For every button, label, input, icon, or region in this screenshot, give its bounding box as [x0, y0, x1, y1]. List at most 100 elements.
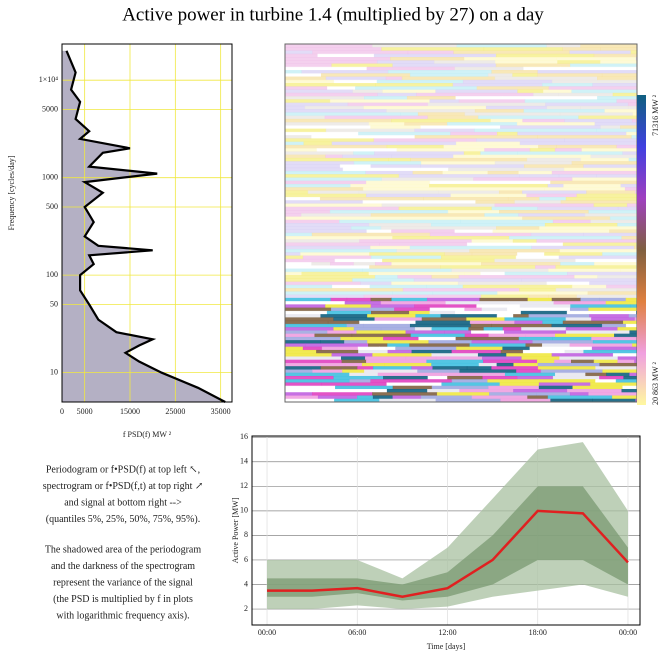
spectrogram-cell	[444, 330, 472, 335]
spectrogram-cell	[479, 297, 529, 302]
spectrogram-cell	[409, 310, 431, 315]
spectrogram-cell	[634, 359, 638, 364]
frame	[61, 43, 233, 403]
spectrogram-cell	[483, 47, 563, 52]
spectrogram-cell	[602, 369, 638, 374]
spectrogram-cell	[464, 307, 483, 312]
spectrogram-cell	[285, 258, 336, 263]
spectrogram-cell	[495, 60, 558, 65]
spectrogram-cell	[547, 183, 564, 188]
spectrogram-cell	[285, 105, 306, 110]
spectrogram-cell	[631, 135, 638, 139]
spectrogram-cell	[300, 252, 370, 257]
spectrogram-cell	[478, 115, 579, 120]
spectrogram-cell	[312, 369, 343, 374]
spectrogram-cell	[363, 294, 482, 299]
spectrogram-cell	[285, 148, 318, 152]
spectrogram-cell	[381, 177, 474, 182]
spectrogram-cell	[616, 144, 638, 149]
spectrogram-cell	[445, 301, 510, 305]
spectrogram-cell	[576, 294, 638, 299]
spectrogram-cell	[431, 353, 479, 357]
spectrogram-cell	[285, 50, 313, 55]
spectrogram-cell	[523, 109, 605, 113]
spectrogram-cell	[331, 284, 371, 289]
spectrogram-cell	[536, 392, 571, 396]
spectrogram-cell	[591, 317, 636, 322]
spectrogram-cell	[500, 398, 551, 403]
spectrogram-cell	[392, 395, 422, 400]
spectrogram-cell	[527, 297, 553, 302]
spectrogram-cell	[319, 196, 424, 201]
spectrogram-cell	[470, 323, 492, 328]
spectrogram-cell	[312, 50, 409, 55]
spectrogram-cell	[558, 255, 638, 260]
spectrogram-cell	[352, 278, 415, 283]
spectrogram-cell	[285, 317, 334, 322]
spectrogram-cell	[285, 288, 404, 292]
spectrogram-cell	[415, 320, 471, 325]
spectrogram-cell	[523, 164, 584, 169]
spectrogram-cell	[464, 57, 557, 61]
spectrogram-cell	[475, 200, 515, 204]
spectrogram-cell	[285, 73, 322, 78]
spectrogram-cell	[381, 47, 485, 52]
spectrogram-cell	[374, 317, 423, 322]
spectrogram-cell	[564, 138, 638, 143]
spectrogram-cell	[576, 193, 638, 198]
spectrogram-cell	[301, 70, 389, 74]
spectrogram-cell	[565, 330, 630, 335]
spectrogram-cell	[514, 200, 562, 204]
spectrogram-cell	[285, 255, 304, 260]
spectrogram-cell	[556, 144, 618, 149]
spectrogram-cell	[588, 392, 638, 396]
spectrogram-cell	[429, 180, 551, 185]
spectrogram-cell	[398, 174, 520, 178]
x-tick-label: 06:00	[348, 628, 366, 637]
spectrogram-cell	[560, 262, 595, 266]
spectrogram-cell	[285, 271, 303, 276]
spectrogram-cell	[453, 50, 570, 55]
spectrogram-cell	[606, 284, 638, 289]
spectrogram-cell	[285, 115, 326, 120]
spectrogram-cell	[555, 333, 615, 338]
spectrogram-cell	[429, 232, 532, 237]
spectrogram-cell	[285, 323, 348, 328]
spectrogram-cell	[285, 232, 313, 237]
spectrogram-cell	[571, 161, 638, 165]
spectrogram-cell	[384, 362, 432, 367]
spectrogram-cell	[285, 398, 335, 403]
spectrogram-cell	[580, 105, 629, 110]
spectrogram-cell	[595, 379, 617, 383]
spectrogram-cell	[580, 297, 600, 302]
spectrogram-cell	[447, 209, 500, 214]
spectrogram-cell	[590, 382, 638, 387]
spectrogram-cell	[410, 333, 466, 338]
spectrogram-cell	[621, 388, 638, 393]
spectrogram-cell	[285, 44, 373, 48]
spectrogram-cell	[285, 118, 392, 123]
spectrogram-cell	[330, 307, 395, 312]
spectrogram-cell	[517, 151, 623, 156]
spectrogram-cell	[477, 353, 507, 357]
spectrogram-cell	[356, 330, 407, 335]
colorbar-max-label: 71316 MW ²	[651, 94, 660, 136]
spectrogram-cell	[285, 304, 326, 309]
spectrogram-cell	[596, 128, 638, 133]
y-tick-label: 16	[240, 432, 248, 441]
spectrogram-cell	[285, 340, 321, 344]
spectrogram-cell	[592, 340, 638, 344]
spectrogram-cell	[311, 262, 331, 266]
spectrogram-cell	[380, 226, 497, 231]
spectrogram-cell	[285, 109, 387, 113]
spectrogram-cell	[320, 314, 368, 318]
spectrogram-cell	[593, 359, 618, 364]
spectrogram-cell	[440, 265, 536, 270]
y-tick-label: 1000	[42, 172, 58, 181]
spectrogram-cell	[525, 333, 556, 338]
spectrogram-cell	[451, 379, 488, 383]
spectrogram-cell	[629, 304, 638, 309]
spectrogram-cell	[519, 174, 560, 178]
spectrogram-cell	[499, 209, 589, 214]
spectrogram-cell	[285, 206, 400, 211]
